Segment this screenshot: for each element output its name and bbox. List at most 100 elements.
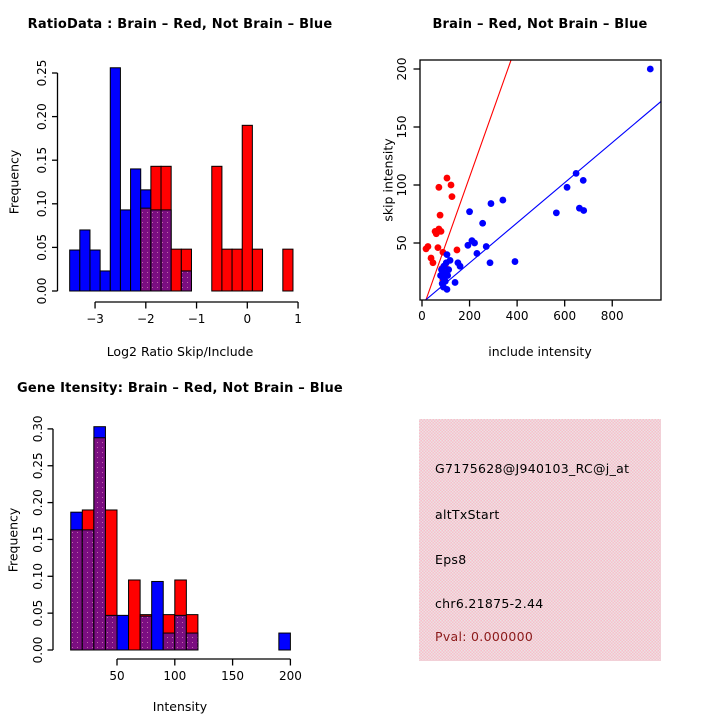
scatter-point-red: [443, 174, 451, 182]
y-tick-label: 50: [395, 235, 409, 250]
gene-hist-ylabel: Frequency: [5, 507, 21, 573]
hist-bar-red: [211, 165, 223, 292]
y-tick-label: 0.10: [31, 563, 45, 590]
x-tick-label: −3: [86, 312, 104, 326]
ratio-hist-ylabel: Frequency: [6, 149, 22, 215]
scatter-point-blue: [451, 279, 459, 286]
y-tick-label: 0.20: [31, 489, 45, 516]
scatter-point-blue: [487, 200, 495, 207]
hist-bar-red: [128, 579, 141, 651]
x-tick-label: 1: [294, 312, 302, 326]
scatter-point-blue: [445, 266, 453, 274]
probe-id-text: G7175628@J940103_RC@j_at: [435, 461, 630, 476]
y-tick-label: 0.25: [31, 452, 45, 479]
hist-bar-red: [241, 124, 253, 292]
x-tick-label: 800: [601, 309, 624, 323]
scatter-point-blue: [552, 209, 560, 217]
y-tick-label: 0.05: [31, 600, 45, 627]
scatter-point-red: [434, 244, 442, 252]
hist-bar-blue: [116, 614, 130, 651]
hist-bar-blue: [69, 249, 81, 292]
gene-info-box: G7175628@J940103_RC@j_at altTxStart Eps8…: [419, 419, 661, 661]
scatter-point-red: [448, 193, 456, 201]
scatter-point-blue: [443, 251, 451, 258]
gene-name-text: Eps8: [435, 552, 467, 567]
hist-bar-blue: [89, 249, 101, 292]
gene-hist-title: Gene Itensity: Brain – Red, Not Brain – …: [17, 381, 343, 396]
ratio_histogram-panel: 0.00 0.05 0.10 0.15 0.20 0.25 −3 −2 −1 0 1: [35, 60, 302, 326]
genomic-location-text: chr6.21875-2.44: [435, 596, 544, 611]
hist-bar-overlap: [150, 209, 162, 292]
hist-bar-red: [221, 248, 233, 292]
scatter-point-blue: [441, 277, 449, 285]
y-tick-label: 0.00: [31, 637, 45, 664]
scatter-point-red: [447, 181, 455, 189]
scatter-point-red: [424, 243, 432, 250]
hist-bar-overlap: [70, 529, 83, 651]
hist-bar-overlap: [93, 437, 106, 651]
regression-line-blue: [424, 101, 661, 300]
hist-bar-blue: [99, 270, 111, 292]
event-type-text: altTxStart: [435, 507, 500, 522]
scatter-ylabel: skip intensity: [380, 138, 396, 222]
hist-bar-red: [282, 248, 294, 292]
y-tick-label: 0.00: [35, 278, 49, 305]
hist-bar-overlap: [185, 632, 199, 651]
scatter-point-blue: [479, 219, 487, 227]
x-tick-label: 0: [418, 309, 426, 323]
scatter-point-blue: [563, 183, 571, 191]
ratio-hist-title: RatioData : Brain – Red, Not Brain – Blu…: [27, 17, 333, 32]
scatter-point-blue: [443, 286, 451, 293]
pval-text: Pval: 0.000000: [435, 629, 534, 644]
scatter-point-red: [435, 183, 443, 191]
intensity_scatter-panel: 0 200 400 600 800 50 100 150 200: [395, 58, 662, 323]
hist-bar-blue: [130, 168, 142, 292]
scatter-point-blue: [572, 170, 580, 177]
scatter-point-red: [436, 211, 444, 219]
x-tick-label: 200: [279, 669, 302, 683]
y-tick-label: 0.30: [31, 416, 45, 443]
x-tick-label: 0: [243, 312, 251, 326]
regression-line-red: [425, 60, 512, 300]
hist-bar-overlap: [162, 632, 176, 651]
scatter-point-blue: [482, 243, 490, 250]
scatter-point-blue: [579, 176, 587, 184]
scatter-point-blue: [471, 239, 478, 247]
hist-bar-red: [231, 248, 243, 292]
hist-bar-blue: [278, 632, 291, 651]
y-tick-label: 0.10: [35, 190, 49, 217]
scatter-xlabel: include intensity: [488, 344, 592, 359]
y-tick-label: 0.05: [35, 234, 49, 261]
y-tick-label: 0.15: [35, 147, 49, 174]
x-tick-label: 50: [109, 669, 124, 683]
scatter-point-blue: [456, 262, 464, 270]
hist-bar-red: [251, 248, 264, 292]
y-tick-label: 200: [395, 58, 409, 81]
scatter-point-blue: [486, 259, 494, 267]
x-tick-label: 200: [458, 309, 481, 323]
scatter-point-blue: [511, 258, 519, 265]
x-tick-label: 400: [506, 309, 529, 323]
x-tick-label: −2: [137, 312, 155, 326]
y-tick-label: 0.25: [35, 60, 49, 87]
hist-bar-overlap: [140, 207, 152, 292]
hist-bar-blue: [109, 67, 121, 292]
x-tick-label: 150: [221, 669, 244, 683]
scatter-point-red: [453, 246, 461, 254]
scatter-point-blue: [464, 241, 472, 249]
y-tick-label: 150: [395, 116, 409, 139]
hist-bar-overlap: [139, 615, 153, 651]
scatter-point-blue: [466, 208, 473, 216]
gene-hist-xlabel: Intensity: [152, 699, 208, 714]
scatter-title: Brain – Red, Not Brain – Blue: [432, 17, 648, 32]
scatter-point-red: [437, 228, 445, 235]
x-tick-label: −1: [188, 312, 206, 326]
hist-bar-blue: [151, 580, 164, 651]
gene_histogram-panel: 0.00 0.05 0.10 0.15 0.20 0.25 0.30 50 100 150 200: [31, 416, 302, 683]
scatter-point-blue: [646, 65, 654, 73]
y-tick-label: 0.20: [35, 103, 49, 130]
scatter-point-blue: [580, 207, 588, 214]
scatter-point-blue: [444, 272, 452, 279]
